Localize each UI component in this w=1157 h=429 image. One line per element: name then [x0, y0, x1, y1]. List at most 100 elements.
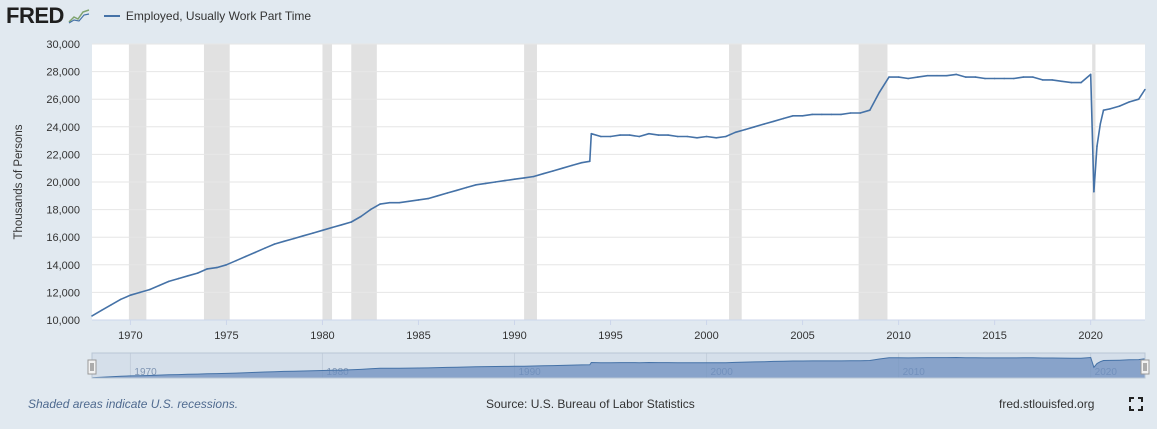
data-point: [725, 135, 727, 138]
data-point: [196, 272, 199, 274]
y-axis-title: Thousands of Persons: [13, 124, 25, 239]
drag-handle-icon[interactable]: [87, 359, 97, 375]
y-tick-label: 12,000: [46, 287, 80, 299]
data-point: [273, 243, 276, 245]
x-tick-label: 2000: [694, 330, 718, 342]
navigator-left-handle[interactable]: [87, 359, 97, 375]
y-tick-label: 26,000: [46, 94, 80, 106]
data-point: [369, 208, 372, 211]
data-point: [1089, 73, 1092, 76]
data-point: [821, 113, 823, 116]
data-point: [187, 275, 189, 277]
data-point: [91, 315, 93, 317]
data-point: [494, 181, 497, 183]
data-point: [110, 304, 112, 306]
data-point: [619, 134, 621, 136]
data-point: [1099, 123, 1102, 125]
data-point: [475, 184, 477, 186]
data-point: [1128, 101, 1130, 103]
data-point: [705, 135, 708, 138]
data-point: [388, 201, 391, 204]
data-point: [542, 172, 545, 175]
data-point: [1137, 98, 1140, 100]
data-point: [139, 291, 141, 294]
data-point: [897, 76, 900, 78]
data-point: [600, 135, 602, 138]
data-point: [120, 298, 122, 301]
data-point: [1093, 190, 1095, 193]
data-point: [235, 259, 237, 262]
data-point: [1109, 108, 1111, 110]
x-tick-label: 1980: [310, 330, 334, 342]
data-point: [513, 178, 516, 180]
data-point: [811, 113, 813, 116]
chart-header: FRED Employed, Usually Work Part Time: [6, 3, 312, 28]
data-point: [504, 179, 506, 182]
data-point: [744, 128, 746, 131]
data-point: [417, 199, 420, 201]
data-point: [974, 76, 977, 78]
data-point: [321, 229, 324, 232]
navigator-series-area: [91, 356, 1146, 379]
x-tick-label: 2005: [790, 330, 814, 342]
legend-series-label: Employed, Usually Work Part Time: [125, 9, 312, 23]
data-point: [206, 268, 208, 270]
data-point: [552, 170, 554, 172]
data-point: [801, 115, 804, 117]
data-point: [244, 255, 247, 258]
data-point: [302, 235, 305, 237]
x-tick-label: 2015: [982, 330, 1006, 342]
data-point: [436, 195, 439, 197]
data-point: [129, 294, 132, 297]
data-point: [955, 73, 957, 76]
data-point: [628, 134, 631, 136]
data-point: [840, 113, 842, 116]
data-point: [283, 240, 285, 243]
data-point: [936, 74, 938, 77]
y-tick-label: 24,000: [46, 122, 80, 134]
data-point: [1003, 77, 1005, 80]
data-point: [715, 137, 717, 139]
data-point: [1144, 88, 1146, 91]
y-tick-label: 10,000: [46, 315, 80, 327]
data-point: [1013, 77, 1015, 80]
data-point: [216, 266, 218, 269]
x-tick-label: 2020: [1078, 330, 1102, 342]
data-point: [734, 131, 737, 134]
drag-handle-icon[interactable]: [1140, 359, 1150, 375]
data-point: [638, 135, 641, 138]
navigator-right-handle[interactable]: [1140, 359, 1150, 375]
data-point: [532, 175, 535, 178]
x-tick-label: 1970: [118, 330, 142, 342]
x-tick-label: 1985: [406, 330, 430, 342]
data-point: [792, 115, 794, 117]
data-point: [408, 200, 410, 203]
fred-logo[interactable]: FRED: [6, 3, 64, 28]
fullscreen-icon[interactable]: [1128, 396, 1144, 412]
data-point: [648, 132, 650, 135]
data-point: [676, 135, 679, 138]
data-point: [753, 126, 756, 128]
fred-url-link[interactable]: fred.stlouisfed.org: [999, 397, 1095, 411]
x-tick-label: 2010: [886, 330, 910, 342]
chart-area[interactable]: 10,000 12,000 14,000 16,000 18,000 20,000 22,0…: [0, 0, 1157, 390]
data-point: [667, 134, 669, 136]
data-point: [609, 135, 612, 138]
navigator[interactable]: 197019801990200020102020: [87, 352, 1150, 379]
y-tick-label: 30,000: [46, 39, 80, 51]
data-point: [360, 215, 362, 218]
data-point: [168, 280, 170, 283]
chart-legend[interactable]: Employed, Usually Work Part Time: [103, 9, 312, 23]
source-text: Source: U.S. Bureau of Labor Statistics: [486, 397, 695, 411]
data-point: [264, 247, 266, 249]
data-point: [292, 237, 295, 240]
data-point: [350, 221, 353, 223]
navigator-tick-label: 1970: [134, 367, 157, 378]
data-point: [1102, 109, 1105, 111]
data-point: [878, 91, 881, 94]
data-point: [657, 134, 660, 136]
y-tick-label: 18,000: [46, 205, 80, 217]
data-point: [945, 74, 948, 77]
data-point: [773, 120, 775, 123]
data-point: [571, 164, 573, 167]
